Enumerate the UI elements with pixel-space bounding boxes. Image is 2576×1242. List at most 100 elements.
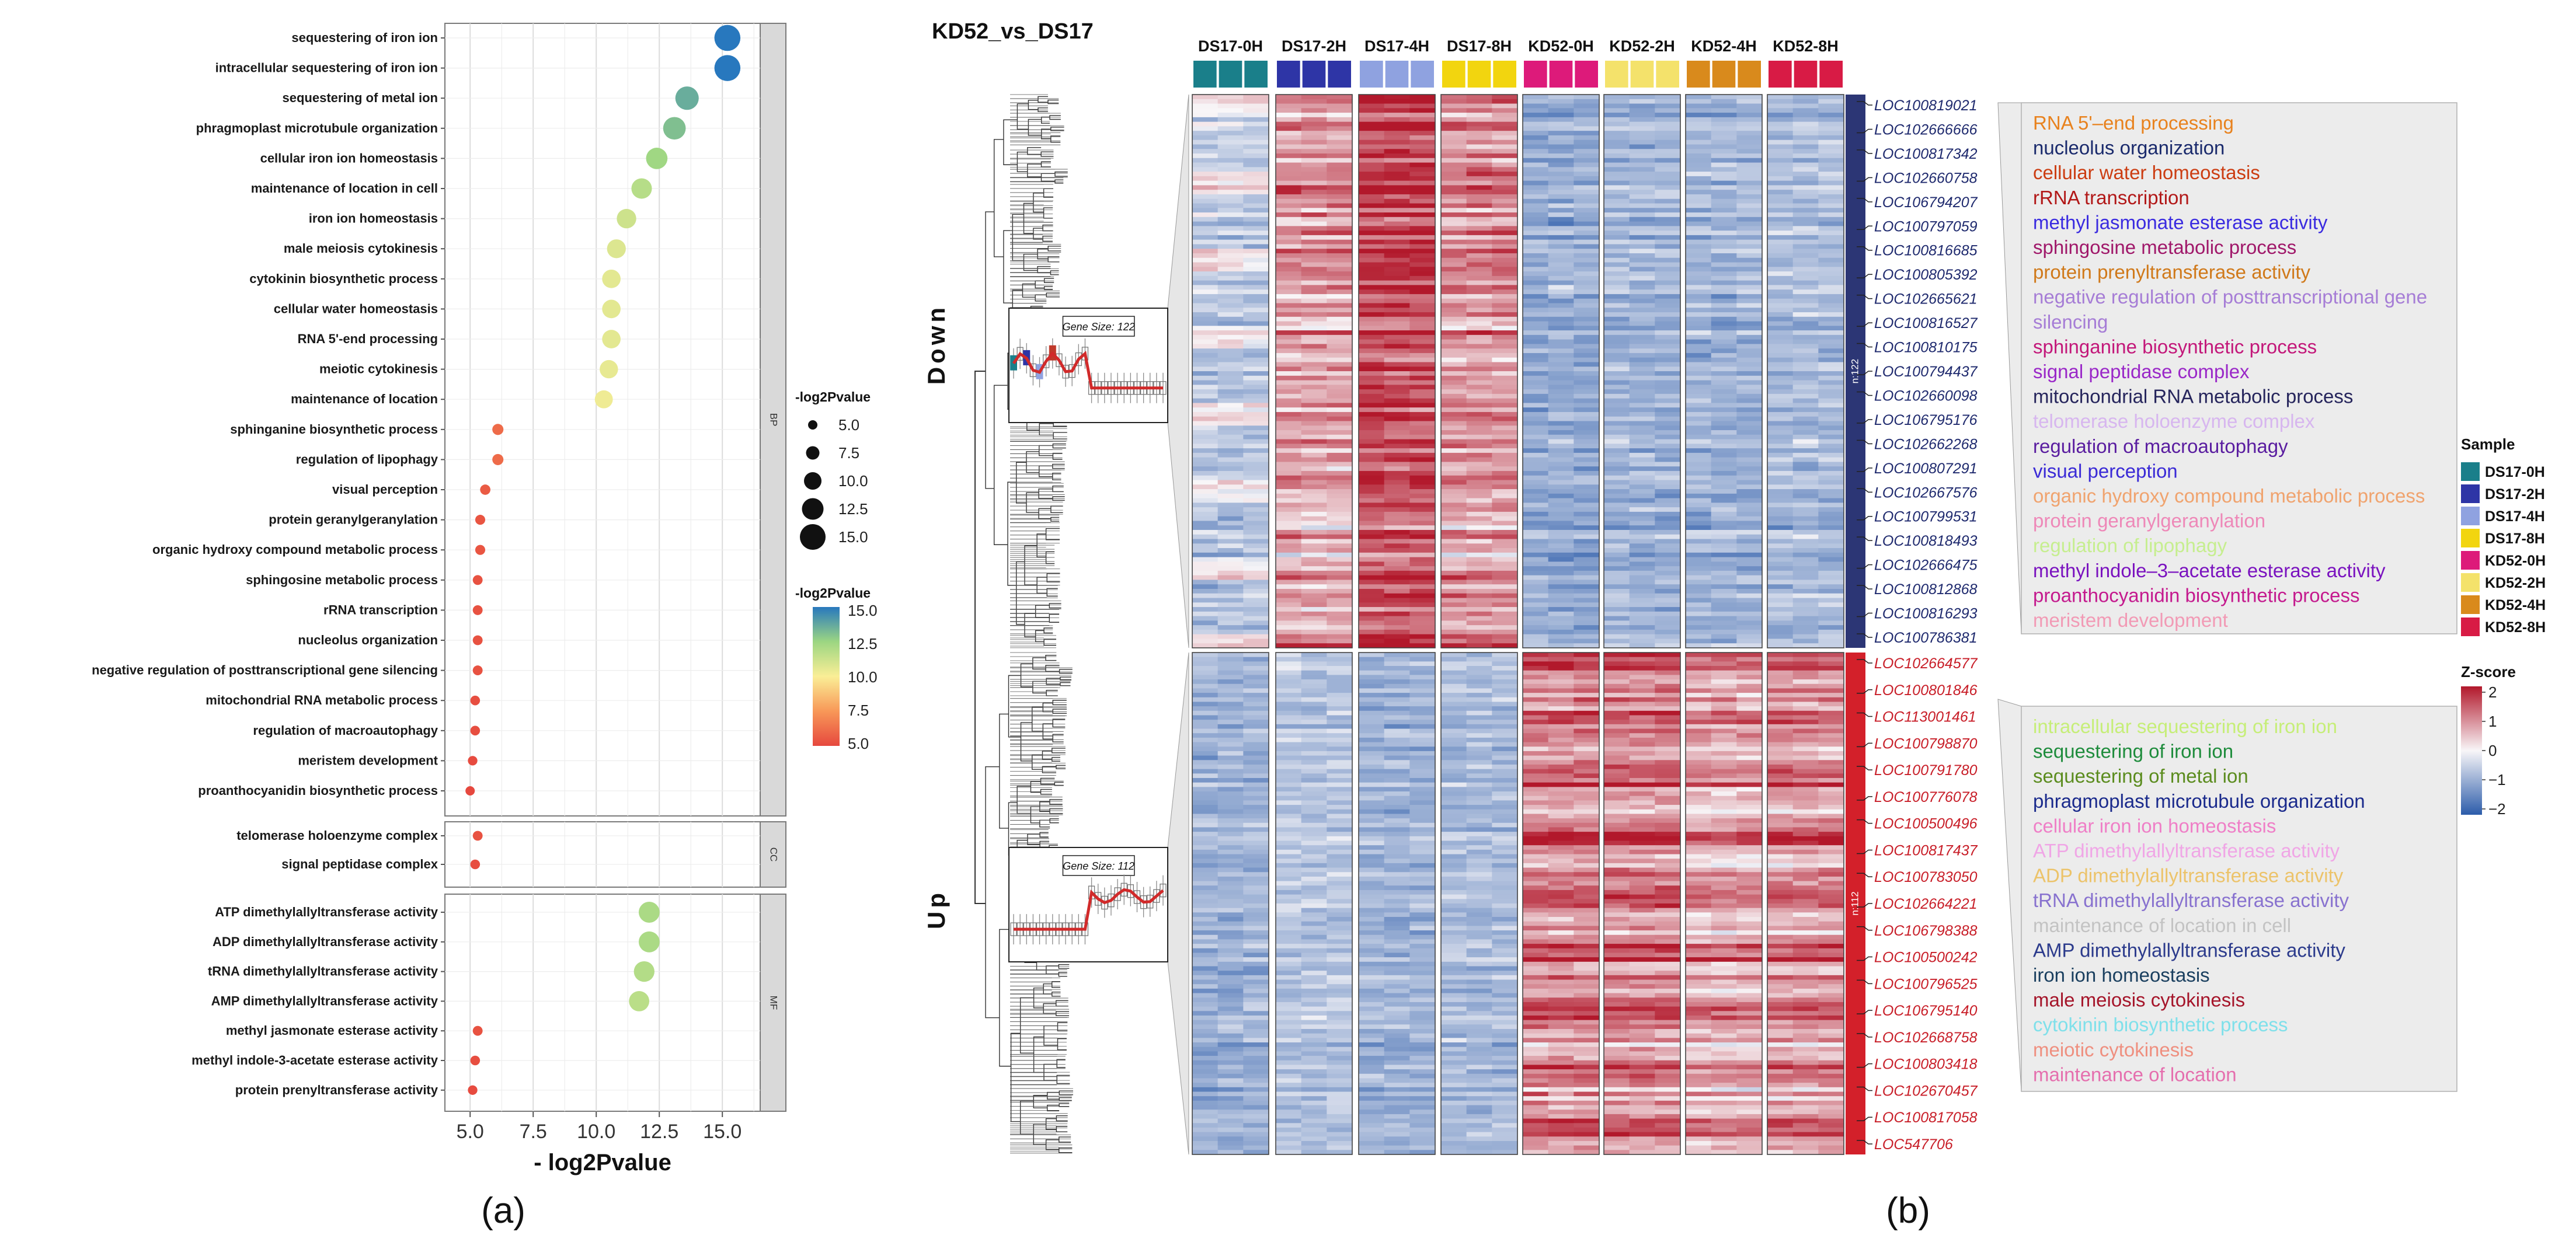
heatmap-cell	[1276, 1065, 1302, 1070]
heatmap-cell	[1492, 975, 1518, 981]
heatmap-cell	[1629, 339, 1655, 344]
heatmap-cell	[1384, 466, 1410, 472]
heatmap-cell	[1711, 407, 1737, 413]
heatmap-cell	[1192, 827, 1219, 832]
heatmap-cell	[1441, 1083, 1467, 1088]
heatmap-cell	[1492, 773, 1518, 779]
heatmap-cell	[1523, 653, 1549, 658]
heatmap-cell	[1327, 939, 1353, 944]
heatmap-cell	[1466, 912, 1492, 917]
heatmap-cell	[1301, 1046, 1327, 1052]
heatmap-cell	[1736, 521, 1763, 526]
heatmap-cell	[1574, 303, 1600, 308]
heatmap-cell	[1192, 742, 1219, 747]
heatmap-cell	[1276, 607, 1302, 612]
heatmap-cell	[1441, 434, 1467, 440]
heatmap-cell	[1409, 212, 1436, 218]
heatmap-cell	[1818, 452, 1844, 458]
heatmap-cell	[1548, 221, 1574, 226]
heatmap-cell	[1192, 657, 1219, 662]
heatmap-cell	[1301, 800, 1327, 805]
heatmap-cell	[1466, 548, 1492, 553]
heatmap-cell	[1604, 575, 1630, 581]
heatmap-cell	[1384, 657, 1410, 662]
heatmap-cell	[1276, 543, 1302, 549]
heatmap-cell	[1629, 539, 1655, 544]
heatmap-cell	[1574, 1140, 1600, 1146]
heatmap-cell	[1359, 1136, 1385, 1142]
heatmap-cell	[1192, 1136, 1219, 1142]
heatmap-cell	[1655, 244, 1681, 249]
heatmap-cell	[1409, 425, 1436, 431]
heatmap-cell	[1359, 616, 1385, 621]
heatmap-cell	[1327, 99, 1353, 104]
heatmap-cell	[1466, 822, 1492, 828]
heatmap-cell	[1767, 543, 1794, 549]
heatmap-cell	[1217, 457, 1244, 463]
heatmap-cell	[1629, 475, 1655, 481]
heatmap-cell	[1276, 480, 1302, 485]
heatmap-cell	[1359, 926, 1385, 931]
heatmap-cell	[1767, 185, 1794, 190]
heatmap-cell	[1276, 289, 1302, 295]
heatmap-cell	[1523, 611, 1549, 617]
heatmap-cell	[1767, 516, 1794, 522]
heatmap-cell	[1276, 800, 1302, 805]
heatmap-cell	[1655, 643, 1681, 648]
heatmap-cell	[1384, 570, 1410, 576]
heatmap-cell	[1327, 403, 1353, 408]
heatmap-cell	[1655, 543, 1681, 549]
heatmap-cell	[1629, 548, 1655, 553]
heatmap-cell	[1359, 462, 1385, 467]
heatmap-cell	[1359, 444, 1385, 449]
heatmap-cell	[1655, 135, 1681, 141]
facet-panel	[444, 23, 761, 817]
heatmap-cell	[1523, 176, 1549, 182]
heatmap-cell	[1384, 1118, 1410, 1124]
heatmap-cell	[1466, 1087, 1492, 1093]
heatmap-cell	[1276, 580, 1302, 585]
heatmap-cell	[1276, 971, 1302, 976]
heatmap-cell	[1409, 755, 1436, 760]
heatmap-cell	[1327, 1100, 1353, 1106]
heatmap-cell	[1767, 362, 1794, 367]
heatmap-cell	[1327, 1114, 1353, 1119]
heatmap-cell	[1466, 231, 1492, 236]
heatmap-cell	[1301, 316, 1327, 322]
heatmap-cell	[1217, 971, 1244, 976]
heatmap-cell	[1655, 697, 1681, 703]
heatmap-cell	[1243, 516, 1269, 522]
heatmap-cell	[1574, 755, 1600, 760]
heatmap-cell	[1655, 598, 1681, 603]
heatmap-cell	[1466, 746, 1492, 752]
heatmap-cell	[1736, 321, 1763, 326]
heatmap-cell	[1192, 434, 1219, 440]
heatmap-cell	[1655, 416, 1681, 422]
heatmap-cell	[1441, 466, 1467, 472]
heatmap-cell	[1523, 889, 1549, 895]
heatmap-cell	[1574, 1042, 1600, 1048]
heatmap-cell	[1384, 1042, 1410, 1048]
heatmap-cell	[1711, 457, 1737, 463]
heatmap-cell	[1409, 534, 1436, 540]
heatmap-cell	[1767, 639, 1794, 644]
heatmap-cell	[1409, 139, 1436, 145]
heatmap-cell	[1192, 257, 1219, 263]
heatmap-cell	[1192, 930, 1219, 936]
heatmap-cell	[1409, 217, 1436, 222]
heatmap-cell	[1574, 108, 1600, 113]
heatmap-cell	[1767, 371, 1794, 376]
heatmap-cell	[1604, 470, 1630, 476]
heatmap-cell	[1217, 448, 1244, 453]
heatmap-cell	[1276, 742, 1302, 747]
heatmap-cell	[1384, 867, 1410, 873]
heatmap-cell	[1629, 149, 1655, 154]
row-group-bar	[1846, 95, 1865, 648]
heatmap-cell	[1792, 289, 1819, 295]
heatmap-cell	[1492, 688, 1518, 693]
heatmap-cell	[1384, 462, 1410, 467]
sample-annotation-cell	[1328, 61, 1351, 88]
heatmap-cell	[1409, 611, 1436, 617]
heatmap-cell	[1409, 448, 1436, 453]
heatmap-cell	[1243, 728, 1269, 734]
